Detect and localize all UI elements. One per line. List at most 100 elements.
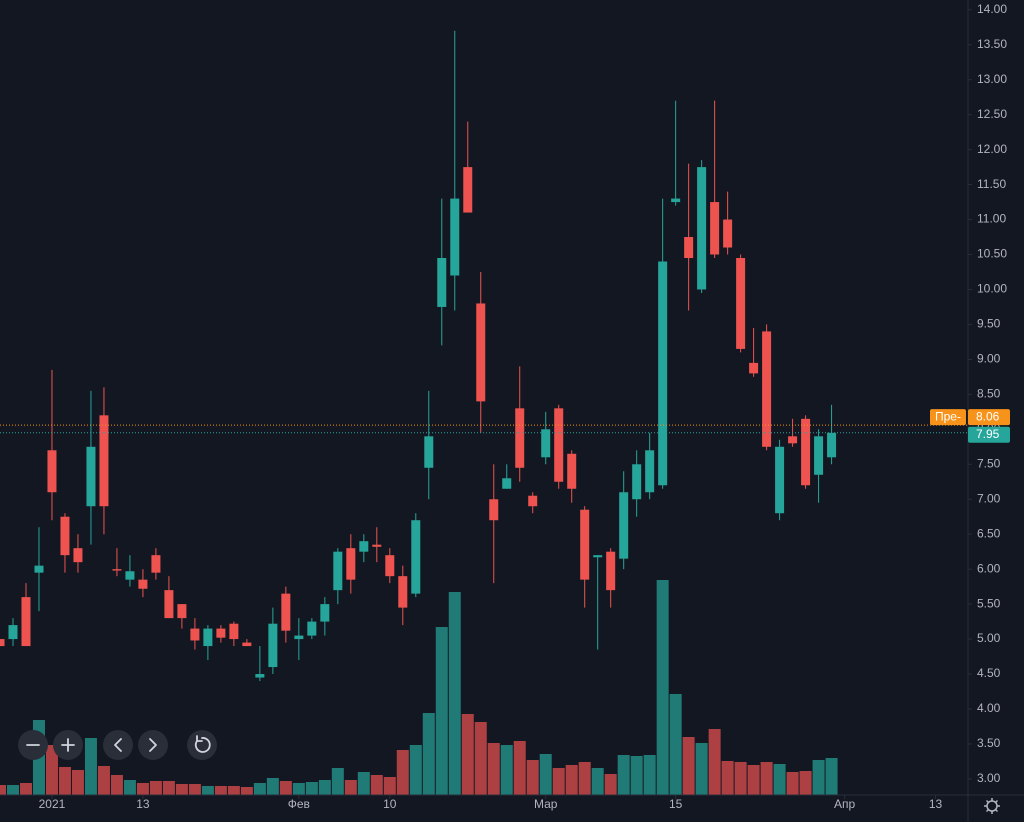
y-tick-label: 3.50: [977, 736, 1001, 750]
volume-bar: [669, 694, 682, 795]
volume-bar: [305, 782, 318, 795]
volume-bar: [760, 762, 773, 795]
volume-bar: [825, 758, 838, 795]
candle-body: [736, 258, 746, 349]
x-tick-label: Мар: [534, 797, 558, 811]
zoom-out-button[interactable]: [18, 730, 48, 760]
zoom-in-button[interactable]: [53, 730, 83, 760]
volume-bar: [370, 775, 383, 795]
candle-body: [775, 446, 785, 514]
reset-button[interactable]: [187, 730, 217, 760]
candle-body: [216, 628, 226, 638]
candle-body: [606, 551, 616, 591]
x-tick-label: 2021: [39, 797, 66, 811]
candle-body: [710, 202, 720, 255]
candle-body: [567, 453, 577, 489]
volume-bar: [214, 786, 227, 795]
candle-body: [645, 450, 655, 493]
candle-body: [762, 331, 772, 447]
volume-bar: [461, 714, 474, 795]
y-tick-label: 6.50: [977, 526, 1001, 540]
candle-body: [307, 621, 317, 636]
volume-bar: [136, 783, 149, 795]
candle-body: [827, 432, 837, 458]
volume-bar: [19, 783, 32, 795]
volume-bar: [487, 743, 500, 795]
volume-bar: [58, 767, 71, 795]
volume-bar: [695, 743, 708, 795]
y-tick-label: 13.00: [977, 72, 1007, 86]
scroll-right-button[interactable]: [138, 730, 168, 760]
candle-body: [593, 555, 603, 558]
candle-body: [424, 436, 434, 468]
x-tick-label: 13: [136, 797, 150, 811]
settings-button[interactable]: [984, 798, 1000, 814]
x-tick-label: Фев: [288, 797, 310, 811]
volume-bar: [799, 771, 812, 795]
candle-body: [580, 509, 590, 580]
candle-body: [164, 590, 174, 619]
candle-body: [333, 551, 343, 591]
y-tick-label: 6.00: [977, 561, 1001, 575]
scroll-left-button[interactable]: [103, 730, 133, 760]
candle-body: [203, 628, 213, 647]
candle-body: [346, 548, 356, 580]
volume-bar: [123, 780, 136, 795]
y-tick-label: 8.50: [977, 387, 1001, 401]
y-tick-label: 3.00: [977, 771, 1001, 785]
candle-body: [749, 362, 759, 374]
volume-bar: [383, 777, 396, 795]
y-tick-label: 12.00: [977, 142, 1007, 156]
price-label-box: [968, 426, 1010, 443]
candle-body: [658, 261, 668, 486]
candle-body: [99, 415, 109, 507]
candle-body: [411, 520, 421, 594]
volume-bar: [773, 764, 786, 795]
x-tick-label: Апр: [834, 797, 856, 811]
candle-body: [541, 429, 551, 458]
candle-body: [697, 167, 707, 290]
y-tick-label: 14.00: [977, 2, 1007, 16]
y-tick-label: 7.50: [977, 456, 1001, 470]
volume-bar: [175, 784, 188, 795]
volume-bar: [721, 761, 734, 795]
volume-bar: [500, 745, 513, 795]
candle-body: [0, 639, 5, 647]
volume-bar: [344, 780, 357, 795]
y-tick-label: 10.00: [977, 282, 1007, 296]
candle-body: [177, 604, 187, 619]
volume-bar: [591, 768, 604, 795]
y-tick-label: 4.00: [977, 701, 1001, 715]
candle-body: [125, 571, 135, 580]
y-tick-label: 5.00: [977, 631, 1001, 645]
volume-bar: [435, 627, 448, 795]
y-tick-label: 10.50: [977, 247, 1007, 261]
volume-bar: [604, 774, 617, 795]
volume-bar: [292, 783, 305, 795]
candle-body: [372, 544, 382, 547]
volume-bar: [0, 785, 6, 795]
volume-bar: [448, 592, 461, 795]
volume-bar: [357, 772, 370, 795]
volume-bar: [110, 775, 123, 795]
volume-bar: [734, 762, 747, 795]
candle-body: [320, 604, 330, 622]
candle-body: [60, 516, 70, 556]
volume-bar: [812, 760, 825, 795]
price-label-box: [968, 409, 1010, 426]
candle-body: [528, 495, 538, 507]
candle-body: [502, 478, 512, 489]
candle-body: [684, 237, 694, 259]
candle-body: [255, 674, 265, 678]
price-label: 7.95: [976, 427, 1000, 441]
y-tick-label: 7.00: [977, 491, 1001, 505]
y-tick-label: 9.50: [977, 317, 1001, 331]
volume-bar: [266, 778, 279, 795]
volume-bar: [227, 786, 240, 795]
candle-body: [450, 198, 460, 276]
volume-bar: [578, 762, 591, 795]
candle-body: [619, 492, 629, 559]
volume-bar: [253, 783, 266, 795]
